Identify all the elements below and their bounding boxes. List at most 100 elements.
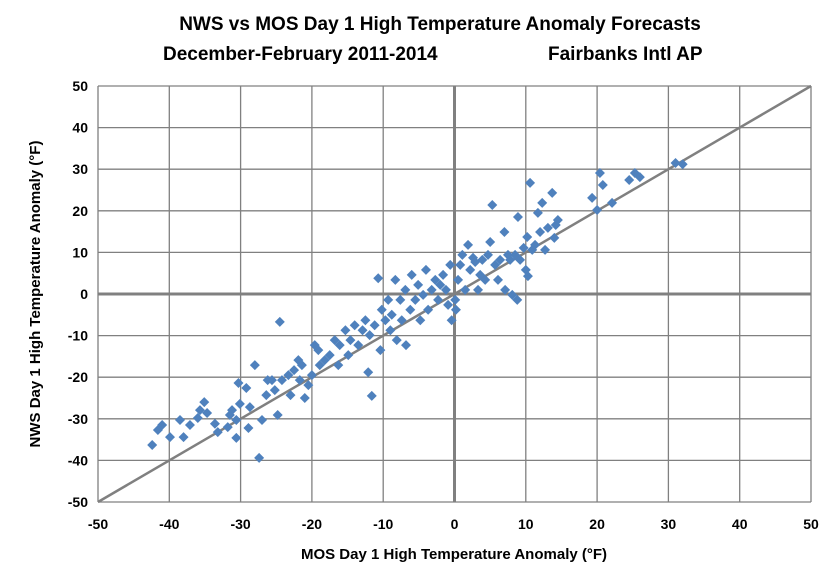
x-tick-label: 20 (589, 516, 605, 532)
data-point (333, 360, 344, 371)
data-point (445, 259, 456, 270)
data-point (296, 360, 307, 371)
data-point (363, 367, 374, 378)
data-point (457, 249, 468, 260)
data-point (324, 350, 335, 361)
data-point (607, 197, 618, 208)
y-tick-label: -30 (68, 411, 88, 427)
x-tick-label: -30 (230, 516, 250, 532)
data-point (415, 315, 426, 326)
data-point (376, 304, 387, 315)
data-point (443, 299, 454, 310)
data-point (426, 284, 437, 295)
data-point (269, 385, 280, 396)
data-point (410, 294, 421, 305)
data-point (285, 390, 296, 401)
data-point (552, 214, 563, 225)
data-point (369, 320, 380, 331)
data-point (192, 412, 203, 423)
data-point (450, 304, 461, 315)
data-point (249, 360, 260, 371)
data-point (495, 254, 506, 265)
x-tick-label: 50 (803, 516, 819, 532)
data-point (261, 390, 272, 401)
data-point (343, 350, 354, 361)
y-tick-label: 30 (72, 161, 88, 177)
x-tick-label: 0 (451, 516, 459, 532)
data-point (455, 259, 466, 270)
data-point (530, 239, 541, 250)
data-point (435, 279, 446, 290)
data-point (549, 232, 560, 243)
y-tick-label: -10 (68, 328, 88, 344)
data-point (391, 335, 402, 346)
data-point (395, 294, 406, 305)
data-point (587, 192, 598, 203)
data-point (306, 370, 317, 381)
y-tick-label: 0 (80, 286, 88, 302)
data-point (256, 415, 267, 426)
data-point (512, 212, 523, 223)
data-point (194, 405, 205, 416)
data-point (390, 274, 401, 285)
data-point (299, 393, 310, 403)
data-point (594, 167, 605, 178)
data-point (373, 273, 384, 284)
data-point (499, 227, 510, 238)
data-point (522, 271, 533, 282)
data-point (353, 340, 364, 351)
x-tick-label: 30 (661, 516, 677, 532)
data-point (433, 294, 444, 305)
data-point (597, 180, 608, 191)
data-point (405, 304, 416, 315)
data-point (199, 397, 210, 408)
data-point (244, 402, 255, 413)
data-point (283, 370, 294, 381)
data-point (463, 239, 474, 250)
data-point (624, 175, 635, 186)
data-point (357, 325, 368, 336)
data-point (522, 232, 533, 243)
data-point (345, 335, 356, 346)
data-point (470, 256, 481, 267)
data-point (375, 345, 386, 356)
data-point (413, 279, 424, 290)
data-point (157, 420, 168, 431)
y-axis-label: NWS Day 1 High Temperature Anomaly (°F) (27, 141, 44, 448)
data-point (512, 294, 523, 305)
data-point (423, 304, 434, 315)
data-point (420, 264, 431, 275)
data-point (276, 375, 287, 386)
data-point (487, 199, 498, 210)
data-point (438, 269, 449, 280)
data-point (254, 452, 265, 463)
chart-title-line2-right: Fairbanks Intl AP (548, 44, 703, 65)
data-point (165, 432, 176, 443)
data-point (231, 432, 242, 443)
data-point (184, 420, 195, 431)
data-point (670, 157, 681, 168)
data-point (535, 227, 546, 238)
data-point (480, 274, 491, 285)
data-point (515, 254, 526, 265)
data-point (313, 345, 324, 356)
data-point (634, 172, 645, 183)
x-tick-label: -50 (88, 516, 108, 532)
data-point (483, 249, 494, 260)
data-point (366, 390, 377, 401)
data-point (364, 330, 375, 341)
y-tick-label: -40 (68, 452, 88, 468)
x-tick-label: 40 (732, 516, 748, 532)
data-point (243, 422, 254, 433)
data-point (380, 315, 391, 326)
x-tick-label: -10 (373, 516, 393, 532)
y-tick-label: 20 (72, 203, 88, 219)
data-point (272, 410, 283, 421)
data-point (547, 187, 558, 198)
data-point (418, 289, 429, 300)
y-tick-label: 10 (72, 244, 88, 260)
data-point (542, 222, 553, 233)
data-point (396, 315, 407, 326)
x-tick-label: -40 (159, 516, 179, 532)
data-point (178, 432, 189, 443)
